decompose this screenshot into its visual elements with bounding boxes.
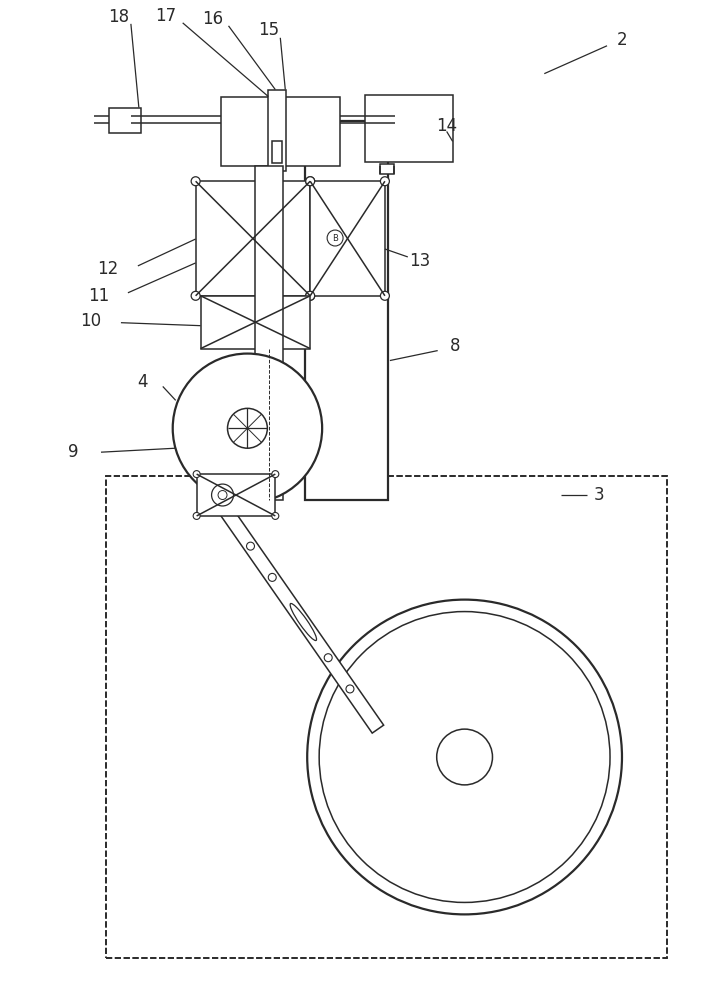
Text: 12: 12 bbox=[97, 260, 119, 278]
Bar bbox=[268, 90, 286, 171]
Circle shape bbox=[306, 177, 315, 186]
Circle shape bbox=[306, 291, 315, 300]
Text: 4: 4 bbox=[137, 373, 148, 391]
Circle shape bbox=[193, 471, 200, 478]
Text: 9: 9 bbox=[68, 443, 78, 461]
Circle shape bbox=[319, 612, 610, 902]
Circle shape bbox=[307, 600, 622, 914]
Circle shape bbox=[380, 291, 390, 300]
Circle shape bbox=[227, 408, 267, 448]
Text: 2: 2 bbox=[617, 31, 627, 49]
Bar bbox=[109, 108, 141, 133]
Circle shape bbox=[193, 512, 200, 519]
Circle shape bbox=[436, 729, 493, 785]
Bar bbox=[106, 476, 667, 958]
Text: 17: 17 bbox=[155, 7, 176, 25]
Text: 10: 10 bbox=[81, 312, 101, 330]
Circle shape bbox=[247, 542, 255, 550]
Bar bbox=[310, 181, 385, 296]
Bar bbox=[380, 164, 394, 174]
Circle shape bbox=[218, 491, 227, 500]
Bar bbox=[365, 95, 453, 162]
Text: 18: 18 bbox=[109, 8, 129, 26]
Circle shape bbox=[380, 177, 390, 186]
Text: B: B bbox=[332, 234, 338, 243]
Circle shape bbox=[268, 573, 276, 581]
Text: 15: 15 bbox=[258, 21, 279, 39]
Bar bbox=[221, 97, 340, 166]
Circle shape bbox=[324, 654, 332, 662]
Bar bbox=[255, 166, 283, 500]
Circle shape bbox=[191, 291, 200, 300]
Text: 8: 8 bbox=[449, 337, 460, 355]
Ellipse shape bbox=[290, 603, 316, 641]
Bar bbox=[201, 296, 310, 349]
Circle shape bbox=[272, 512, 279, 519]
Circle shape bbox=[191, 177, 200, 186]
Bar bbox=[196, 181, 310, 296]
Bar bbox=[196, 474, 275, 516]
Circle shape bbox=[211, 484, 234, 506]
Text: 13: 13 bbox=[409, 252, 431, 270]
Text: 11: 11 bbox=[88, 287, 109, 305]
Polygon shape bbox=[217, 502, 384, 733]
Circle shape bbox=[327, 230, 343, 246]
Text: 16: 16 bbox=[202, 10, 223, 28]
Bar bbox=[305, 121, 388, 500]
Circle shape bbox=[306, 177, 315, 186]
Circle shape bbox=[272, 471, 279, 478]
Text: 3: 3 bbox=[594, 486, 605, 504]
Circle shape bbox=[346, 685, 354, 693]
Circle shape bbox=[173, 354, 322, 503]
Text: 14: 14 bbox=[436, 117, 457, 135]
Bar bbox=[106, 476, 667, 958]
Bar bbox=[273, 141, 283, 163]
Circle shape bbox=[306, 291, 315, 300]
